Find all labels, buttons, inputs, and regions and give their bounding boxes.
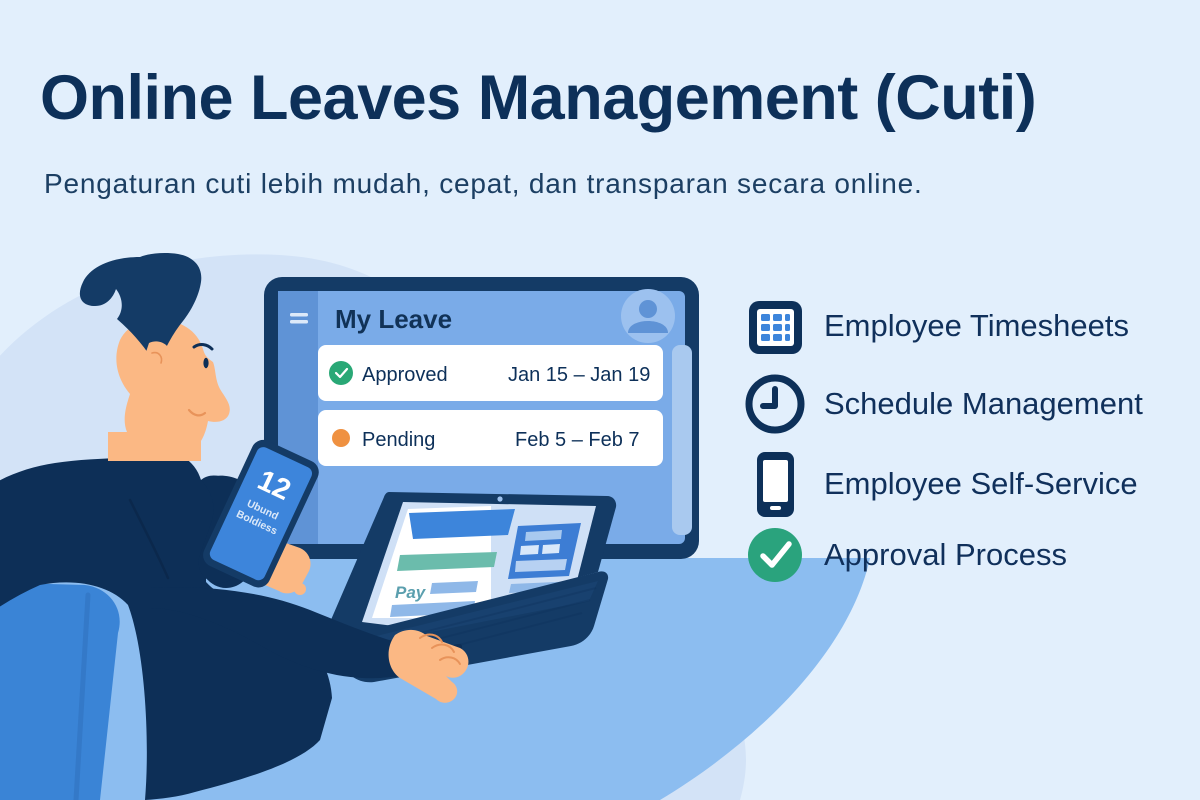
- svg-text:Pending: Pending: [362, 429, 435, 451]
- svg-text:Approved: Approved: [362, 364, 448, 386]
- svg-text:Schedule Management: Schedule Management: [824, 386, 1143, 421]
- svg-text:My Leave: My Leave: [335, 304, 452, 334]
- svg-text:Approval Process: Approval Process: [824, 537, 1067, 572]
- svg-text:Employee Self-Service: Employee Self-Service: [824, 466, 1138, 501]
- svg-text:Feb 5 – Feb 7: Feb 5 – Feb 7: [515, 429, 640, 451]
- svg-text:Jan 15 – Jan 19: Jan 15 – Jan 19: [508, 364, 650, 386]
- svg-text:Pay: Pay: [395, 583, 427, 602]
- svg-text:Employee Timesheets: Employee Timesheets: [824, 308, 1129, 343]
